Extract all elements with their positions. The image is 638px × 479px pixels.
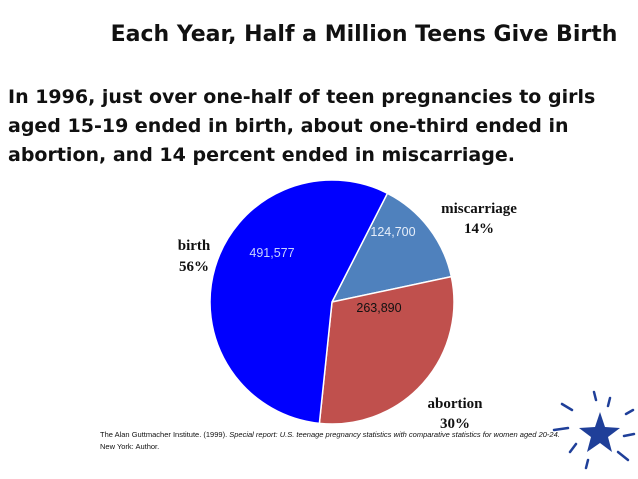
label-birth-name: birth (178, 238, 211, 254)
label-abortion-percent: 30% (440, 416, 470, 432)
label-abortion-name: abortion (427, 396, 483, 412)
star-shape (579, 412, 620, 452)
value-label-miscarriage: 124,700 (370, 225, 415, 239)
slide-title: Each Year, Half a Million Teens Give Bir… (110, 22, 618, 47)
citation: The Alan Guttmacher Institute. (1999). S… (100, 429, 560, 453)
star-icon (552, 390, 636, 470)
star-rays (552, 390, 636, 470)
slice-birth (209, 179, 389, 425)
slice-miscarriage (330, 192, 453, 304)
label-miscarriage-name: miscarriage (441, 201, 517, 217)
label-miscarriage-percent: 14% (464, 221, 494, 237)
slide-subtitle: In 1996, just over one-half of teen preg… (8, 86, 596, 166)
label-birth-percent: 56% (179, 259, 209, 275)
value-label-abortion: 263,890 (356, 301, 401, 315)
citation-publisher: New York: Author. (100, 442, 160, 451)
slice-abortion (318, 275, 455, 425)
citation-author: The Alan Guttmacher Institute. (1999). (100, 430, 228, 439)
value-label-birth: 491,577 (249, 246, 294, 260)
citation-title: Special report: U.S. teenage pregnancy s… (229, 430, 560, 439)
